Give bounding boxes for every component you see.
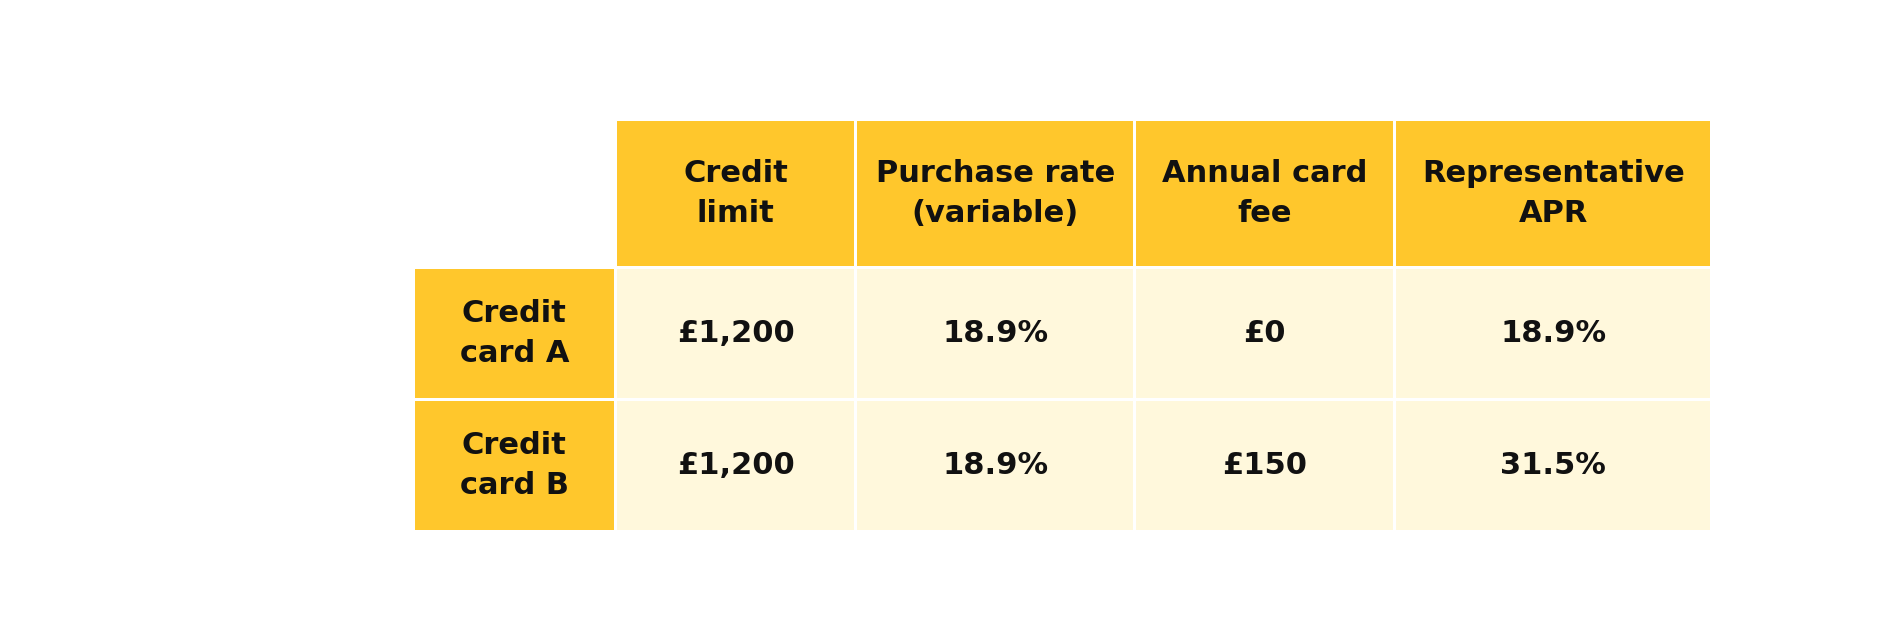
Text: Credit
card A: Credit card A	[459, 299, 569, 368]
Bar	[858, 269, 1132, 397]
Text: 18.9%: 18.9%	[942, 319, 1049, 348]
Bar	[1136, 269, 1393, 397]
Text: Annual card
fee: Annual card fee	[1163, 158, 1366, 228]
Text: Purchase rate
(variable): Purchase rate (variable)	[875, 158, 1115, 228]
Bar	[1397, 121, 1711, 266]
Text: Credit
card B: Credit card B	[461, 431, 569, 500]
Text: £1,200: £1,200	[677, 319, 794, 348]
Bar	[1397, 401, 1711, 530]
Bar	[858, 121, 1132, 266]
Bar	[415, 121, 615, 266]
Bar	[1136, 121, 1393, 266]
Bar	[858, 401, 1132, 530]
Bar	[617, 121, 854, 266]
Text: £1,200: £1,200	[677, 451, 794, 480]
Bar	[1397, 269, 1711, 397]
Text: 18.9%: 18.9%	[1500, 319, 1606, 348]
Text: Credit
limit: Credit limit	[683, 158, 788, 228]
Text: £0: £0	[1243, 319, 1286, 348]
Text: £150: £150	[1222, 451, 1307, 480]
Bar	[617, 401, 854, 530]
Bar	[415, 269, 615, 397]
Text: Representative
APR: Representative APR	[1422, 158, 1684, 228]
Bar	[415, 401, 615, 530]
Bar	[1136, 401, 1393, 530]
Text: 31.5%: 31.5%	[1500, 451, 1606, 480]
Text: 18.9%: 18.9%	[942, 451, 1049, 480]
Bar	[617, 269, 854, 397]
